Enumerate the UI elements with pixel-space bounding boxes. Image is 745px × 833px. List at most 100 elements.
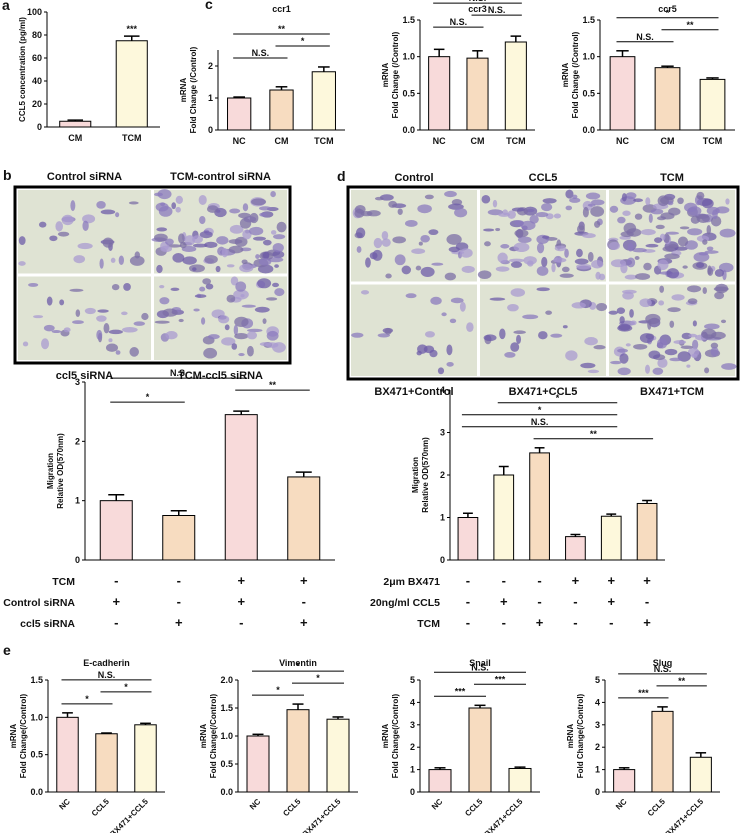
x-tick-label: BX471+CCL5 (483, 797, 525, 833)
stained-cell (687, 228, 703, 236)
y-tick-label: 0.5 (582, 88, 595, 98)
condition-sign: + (237, 594, 245, 609)
stained-cell (714, 269, 724, 277)
y-tick-label: 1 (440, 513, 445, 523)
stained-cell (590, 206, 605, 217)
stained-cell (631, 247, 647, 253)
condition-name: 2μm BX471 (383, 576, 440, 588)
stained-cell (616, 307, 626, 314)
stained-cell (73, 255, 86, 264)
stained-cell (513, 242, 530, 253)
y-axis-label: mRNA (9, 724, 18, 749)
y-tick-label: 0 (440, 555, 445, 565)
error-bar (462, 512, 473, 518)
stained-cell (46, 296, 53, 306)
stained-cell (565, 205, 573, 211)
stained-cell (115, 350, 121, 355)
stained-cell (41, 338, 50, 350)
stained-cell (172, 253, 185, 263)
stained-cell (497, 252, 508, 263)
y-tick-label: 5 (410, 675, 415, 685)
panel-letter: b (3, 167, 12, 183)
stained-cell (657, 358, 668, 368)
stained-cell (118, 255, 125, 266)
stained-cell (545, 310, 553, 315)
y-tick-label: 4 (440, 385, 445, 395)
condition-sign: + (643, 615, 651, 630)
stained-cell (725, 198, 730, 205)
condition-sign: + (607, 573, 615, 588)
stained-cell (207, 205, 219, 213)
stained-cell (590, 199, 605, 206)
stained-cell (648, 213, 653, 224)
stained-cell (204, 254, 218, 264)
condition-sign: + (175, 615, 183, 630)
y-axis-label: mRNA (179, 78, 188, 103)
stained-cell (719, 228, 736, 238)
stained-cell (385, 273, 392, 279)
micrograph (18, 276, 151, 360)
bar (689, 756, 712, 793)
stained-cell (388, 200, 398, 208)
y-tick-label: 0 (410, 787, 415, 797)
condition-name: ccl5 siRNA (20, 618, 75, 630)
bar (654, 67, 681, 131)
stained-cell (593, 345, 606, 350)
y-tick-label: 2 (208, 61, 213, 71)
stained-cell (634, 256, 640, 261)
stained-cell (108, 329, 123, 335)
x-tick-label: CCL5 (281, 797, 303, 819)
stained-cell (536, 242, 545, 254)
stained-cell (417, 344, 428, 354)
chart-title: ccr3 (468, 4, 487, 14)
image-label: BX471+Control (374, 386, 453, 398)
stained-cell (255, 254, 260, 260)
bar (326, 718, 350, 793)
stained-cell (687, 298, 698, 305)
significance-label: ** (678, 676, 686, 686)
image-label: BX471+TCM (640, 386, 704, 398)
stained-cell (594, 220, 601, 228)
stained-cell (687, 285, 702, 293)
y-tick-label: 5 (595, 675, 600, 685)
stained-cell (652, 367, 664, 375)
stained-cell (63, 327, 71, 333)
stained-cell (656, 338, 668, 349)
stained-cell (154, 320, 170, 324)
y-tick-label: 0.0 (582, 125, 595, 135)
stained-cell (633, 343, 648, 350)
y-tick-label: 1 (410, 765, 415, 775)
stained-cell (682, 265, 688, 269)
stained-cell (22, 341, 29, 347)
condition-sign: + (112, 594, 120, 609)
stained-cell (538, 331, 548, 340)
condition-sign: - (502, 615, 506, 630)
condition-sign: + (300, 615, 308, 630)
stained-cell (248, 226, 264, 236)
stained-cell (571, 302, 586, 309)
stained-cell (108, 338, 113, 343)
stained-cell (241, 304, 256, 308)
stained-cell (495, 266, 510, 272)
significance-label: * (666, 8, 670, 18)
y-tick-label: 3 (410, 720, 415, 730)
stained-cell (115, 212, 120, 218)
stained-cell (582, 206, 589, 218)
stained-cell (75, 309, 81, 317)
y-axis-label: Relative OD(570nm) (56, 433, 65, 509)
x-tick-label: NC (614, 797, 629, 812)
condition-sign: + (300, 573, 308, 588)
y-tick-label: 2 (75, 436, 80, 446)
stained-cell (105, 343, 119, 352)
stained-cell (499, 328, 506, 340)
chart-title: Vimentin (279, 658, 317, 668)
error-bar (140, 722, 151, 725)
error-bar (434, 767, 446, 770)
bar (529, 452, 550, 561)
stained-cell (500, 244, 510, 249)
stained-cell (459, 301, 466, 312)
stained-cell (215, 265, 221, 273)
y-tick-label: 0 (75, 555, 80, 565)
stained-cell (620, 231, 634, 238)
y-tick-label: 80 (32, 30, 42, 40)
